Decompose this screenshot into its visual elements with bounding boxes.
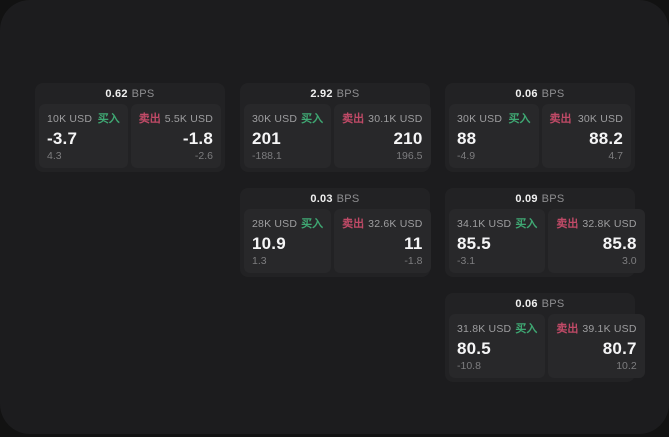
- sell-amount: 30.1K USD: [368, 113, 423, 125]
- buy-side-label: 买入: [508, 113, 531, 125]
- sell-tile[interactable]: 卖出 32.8K USD 85.8 3.0: [548, 209, 645, 273]
- sell-price: 80.7: [602, 338, 637, 358]
- card-header: 0.09 BPS: [449, 188, 631, 209]
- buy-delta: -10.8: [457, 360, 481, 372]
- sell-amount: 32.8K USD: [582, 218, 637, 230]
- buy-side-label: 买入: [301, 218, 324, 230]
- bps-unit-label: BPS: [541, 87, 565, 100]
- bps-value: 0.06: [515, 297, 538, 310]
- quote-card: 0.06 BPS 31.8K USD 买入 80.5 -10.8 卖: [445, 293, 645, 382]
- card-header: 2.92 BPS: [244, 83, 426, 104]
- quote-tiles: 30K USD 买入 201 -188.1 卖出 30.1K USD 210 1…: [244, 104, 431, 168]
- buy-side-label: 买入: [515, 218, 538, 230]
- buy-tile[interactable]: 34.1K USD 买入 85.5 -3.1: [449, 209, 546, 273]
- quote-card: 0.09 BPS 34.1K USD 买入 85.5 -3.1 卖出: [445, 188, 645, 277]
- buy-tile[interactable]: 31.8K USD 买入 80.5 -10.8: [449, 314, 546, 378]
- buy-amount: 28K USD: [252, 218, 298, 230]
- buy-tile[interactable]: 28K USD 买入 10.9 1.3: [244, 209, 332, 273]
- quote-cards-grid: 0.62 BPS 10K USD 买入 -3.7 4.3 卖出: [35, 83, 645, 382]
- sell-delta: -1.8: [404, 255, 423, 267]
- quote-tiles: 34.1K USD 买入 85.5 -3.1 卖出 32.8K USD 85.8…: [449, 209, 645, 273]
- sell-amount: 39.1K USD: [582, 323, 637, 335]
- buy-price: 10.9: [252, 233, 286, 253]
- sell-delta: 3.0: [622, 255, 637, 267]
- quote-tiles: 10K USD 买入 -3.7 4.3 卖出 5.5K USD -1.8 -2.…: [39, 104, 221, 168]
- buy-price: 85.5: [457, 233, 491, 253]
- sell-side-label: 卖出: [556, 323, 579, 335]
- sell-delta: 196.5: [396, 150, 423, 162]
- bps-value: 2.92: [310, 87, 333, 100]
- bps-value: 0.03: [310, 192, 333, 205]
- sell-tile[interactable]: 卖出 39.1K USD 80.7 10.2: [548, 314, 645, 378]
- buy-side-label: 买入: [97, 113, 120, 125]
- buy-tile[interactable]: 30K USD 买入 88 -4.9: [449, 104, 539, 168]
- sell-amount: 30K USD: [577, 113, 623, 125]
- sell-delta: 10.2: [616, 360, 637, 372]
- buy-tile[interactable]: 30K USD 买入 201 -188.1: [244, 104, 332, 168]
- buy-delta: -3.1: [457, 255, 476, 267]
- buy-amount: 30K USD: [457, 113, 503, 125]
- sell-amount: 5.5K USD: [164, 113, 213, 125]
- bps-unit-label: BPS: [131, 87, 155, 100]
- buy-amount: 31.8K USD: [457, 323, 512, 335]
- card-header: 0.06 BPS: [449, 293, 631, 314]
- card-header: 0.06 BPS: [449, 83, 631, 104]
- bps-value: 0.62: [105, 87, 128, 100]
- quote-card: 0.06 BPS 30K USD 买入 88 -4.9 卖出: [445, 83, 635, 172]
- buy-delta: 4.3: [47, 150, 62, 162]
- quote-card: 0.62 BPS 10K USD 买入 -3.7 4.3 卖出: [35, 83, 225, 172]
- card-header: 0.03 BPS: [244, 188, 426, 209]
- sell-delta: 4.7: [608, 150, 623, 162]
- sell-price: -1.8: [182, 128, 213, 148]
- card-header: 0.62 BPS: [39, 83, 221, 104]
- sell-amount: 32.6K USD: [368, 218, 423, 230]
- sell-tile[interactable]: 卖出 5.5K USD -1.8 -2.6: [130, 104, 221, 168]
- sell-side-label: 卖出: [549, 113, 572, 125]
- sell-tile[interactable]: 卖出 32.6K USD 11 -1.8: [334, 209, 431, 273]
- buy-amount: 34.1K USD: [457, 218, 512, 230]
- sell-price: 210: [393, 128, 423, 148]
- quote-tiles: 30K USD 买入 88 -4.9 卖出 30K USD 88.2 4.7: [449, 104, 631, 168]
- quote-tiles: 31.8K USD 买入 80.5 -10.8 卖出 39.1K USD 80.…: [449, 314, 645, 378]
- sell-side-label: 卖出: [342, 113, 365, 125]
- buy-price: -3.7: [47, 128, 78, 148]
- buy-amount: 10K USD: [47, 113, 93, 125]
- sell-price: 11: [404, 233, 423, 253]
- quote-card: 0.03 BPS 28K USD 买入 10.9 1.3 卖出: [240, 188, 431, 277]
- buy-delta: -188.1: [252, 150, 282, 162]
- bps-unit-label: BPS: [541, 192, 565, 205]
- buy-price: 201: [252, 128, 281, 148]
- bps-value: 0.06: [515, 87, 538, 100]
- quote-card: 2.92 BPS 30K USD 买入 201 -188.1 卖出: [240, 83, 431, 172]
- bps-unit-label: BPS: [336, 192, 360, 205]
- buy-amount: 30K USD: [252, 113, 298, 125]
- bps-unit-label: BPS: [336, 87, 360, 100]
- quote-tiles: 28K USD 买入 10.9 1.3 卖出 32.6K USD 11 -1.8: [244, 209, 431, 273]
- sell-side-label: 卖出: [342, 218, 365, 230]
- sell-delta: -2.6: [194, 150, 213, 162]
- sell-side-label: 卖出: [556, 218, 579, 230]
- buy-tile[interactable]: 10K USD 买入 -3.7 4.3: [39, 104, 128, 168]
- sell-price: 85.8: [602, 233, 637, 253]
- sell-price: 88.2: [589, 128, 623, 148]
- buy-price: 88: [457, 128, 477, 148]
- bps-value: 0.09: [515, 192, 538, 205]
- buy-side-label: 买入: [301, 113, 324, 125]
- sell-side-label: 卖出: [138, 113, 161, 125]
- buy-side-label: 买入: [515, 323, 538, 335]
- sell-tile[interactable]: 卖出 30.1K USD 210 196.5: [334, 104, 431, 168]
- buy-delta: 1.3: [252, 255, 267, 267]
- sell-tile[interactable]: 卖出 30K USD 88.2 4.7: [541, 104, 631, 168]
- bps-unit-label: BPS: [541, 297, 565, 310]
- buy-price: 80.5: [457, 338, 491, 358]
- buy-delta: -4.9: [457, 150, 476, 162]
